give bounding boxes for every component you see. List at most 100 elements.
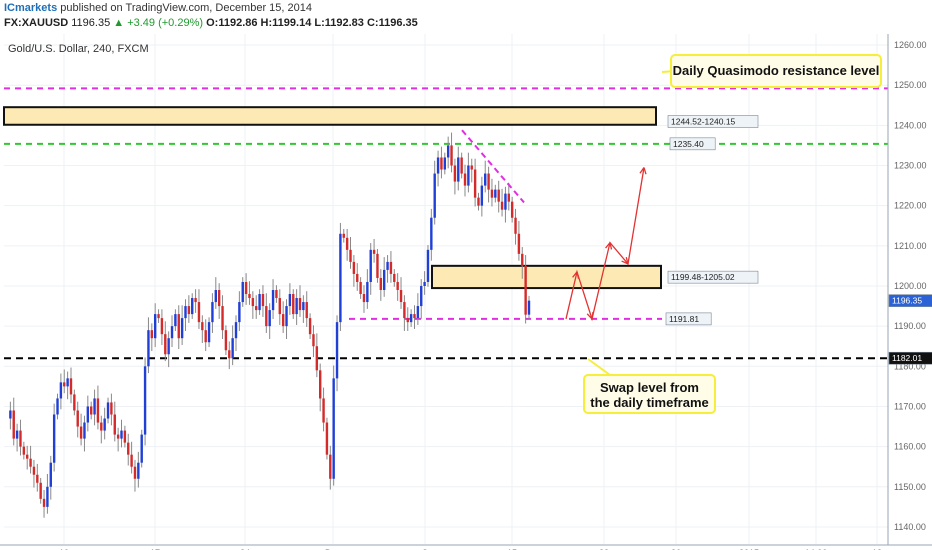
candle-body [180, 318, 184, 339]
y-tick-label: 1250.00 [894, 80, 927, 90]
candle-body [487, 173, 490, 190]
y-tick-label: 1140.00 [894, 522, 926, 532]
candle-body [39, 482, 42, 499]
current-price-label: 1196.35 [892, 296, 922, 306]
quasimodo-callout-text: Daily Quasimodo resistance level [672, 63, 880, 78]
candle-body [362, 294, 366, 303]
candle-body [217, 290, 221, 307]
candle-body [497, 189, 500, 202]
y-tick-label: 1180.00 [894, 361, 926, 371]
publish-line: ICmarkets published on TradingView.com, … [4, 2, 312, 14]
candle-body [224, 330, 228, 351]
up-arrow-icon: ▲ [113, 17, 125, 29]
x-tick-label: 8 [422, 548, 427, 550]
zone-label: 1244.52-1240.15 [671, 117, 736, 127]
y-tick-label: 1210.00 [894, 241, 927, 251]
x-tick-label: 12 [872, 548, 882, 550]
arrow-head [621, 256, 629, 265]
candle-body [399, 290, 403, 303]
y-tick-label: 1260.00 [894, 40, 927, 50]
candle-body [19, 430, 22, 447]
candle-body [440, 157, 443, 170]
x-tick-label: 17 [150, 548, 160, 550]
candle-body [214, 290, 217, 303]
candle-body [409, 314, 413, 323]
candle-body [261, 294, 265, 307]
candle-body [470, 165, 473, 170]
symbol-label[interactable]: FX:XAUUSD [4, 17, 69, 29]
candle-body [372, 249, 376, 254]
candle-body [255, 306, 258, 311]
arrow-head [572, 271, 580, 279]
level-label: 1235.40 [673, 139, 704, 149]
candle-body [268, 310, 271, 327]
swap-callout-line2: the daily timeframe [590, 395, 709, 410]
candle-body [322, 398, 325, 423]
candle-body [510, 201, 514, 218]
candle-body [345, 237, 349, 250]
candles [9, 132, 531, 518]
publisher-name[interactable]: ICmarkets [4, 2, 58, 14]
candle-body [170, 326, 174, 339]
candle-body [241, 281, 244, 303]
candle-body [292, 294, 295, 315]
candle-body [191, 298, 194, 315]
candle-body [436, 157, 440, 174]
candle-body [329, 454, 332, 479]
zone-box [3, 106, 657, 126]
candle-body [258, 294, 261, 311]
arrow-head [605, 242, 613, 250]
candle-body [473, 169, 477, 198]
candle-body [110, 402, 113, 415]
arrow-head [586, 311, 594, 320]
x-tick-label: 10 [59, 548, 69, 550]
candle-body [477, 197, 480, 206]
candle-body [302, 302, 305, 311]
candle-body [157, 314, 160, 319]
candle-body [221, 306, 224, 331]
candle-body [490, 189, 494, 198]
candle-body [443, 157, 447, 170]
candle-body [480, 185, 484, 206]
candle-body [420, 285, 423, 307]
candle-body [430, 217, 433, 250]
levels [4, 87, 888, 360]
level-label-box [669, 137, 716, 151]
candle-body [494, 189, 497, 198]
candle-body [426, 249, 430, 282]
candle-body [36, 474, 39, 483]
candle-body [275, 290, 278, 299]
candle-body [140, 434, 143, 463]
candle-body [187, 306, 191, 315]
candle-body [484, 173, 487, 186]
candle-body [46, 486, 49, 507]
candle-body [137, 462, 140, 479]
y-tick-label: 1200.00 [894, 281, 927, 291]
candle-body [467, 165, 470, 186]
candle-body [59, 382, 63, 399]
candle-body [514, 217, 517, 234]
candle-body [453, 165, 457, 182]
price-chart[interactable]: 1140.00 1150.00 1160.00 1170.00 1180.00 1190.… [0, 34, 932, 550]
candle-body [160, 318, 164, 335]
candle-body [521, 253, 524, 266]
zone-label-box [667, 270, 759, 284]
candle-body [457, 157, 460, 182]
zone-label-box [667, 115, 759, 128]
low-value: L:1192.83 [314, 17, 364, 29]
current-price-label-box [888, 294, 932, 307]
candle-body [69, 378, 73, 395]
candle-body [204, 330, 207, 343]
candle-body [285, 306, 288, 327]
candle-body [116, 434, 120, 439]
candle-body [164, 334, 167, 355]
candle-body [133, 466, 137, 479]
candle-body [22, 446, 26, 455]
candle-body [356, 273, 359, 282]
candle-body [194, 298, 197, 303]
level-axis-label: 1182.01 [892, 353, 922, 363]
candle-body [248, 294, 251, 299]
candle-body [56, 398, 59, 415]
candle-body [339, 233, 342, 323]
candle-body [446, 145, 450, 158]
